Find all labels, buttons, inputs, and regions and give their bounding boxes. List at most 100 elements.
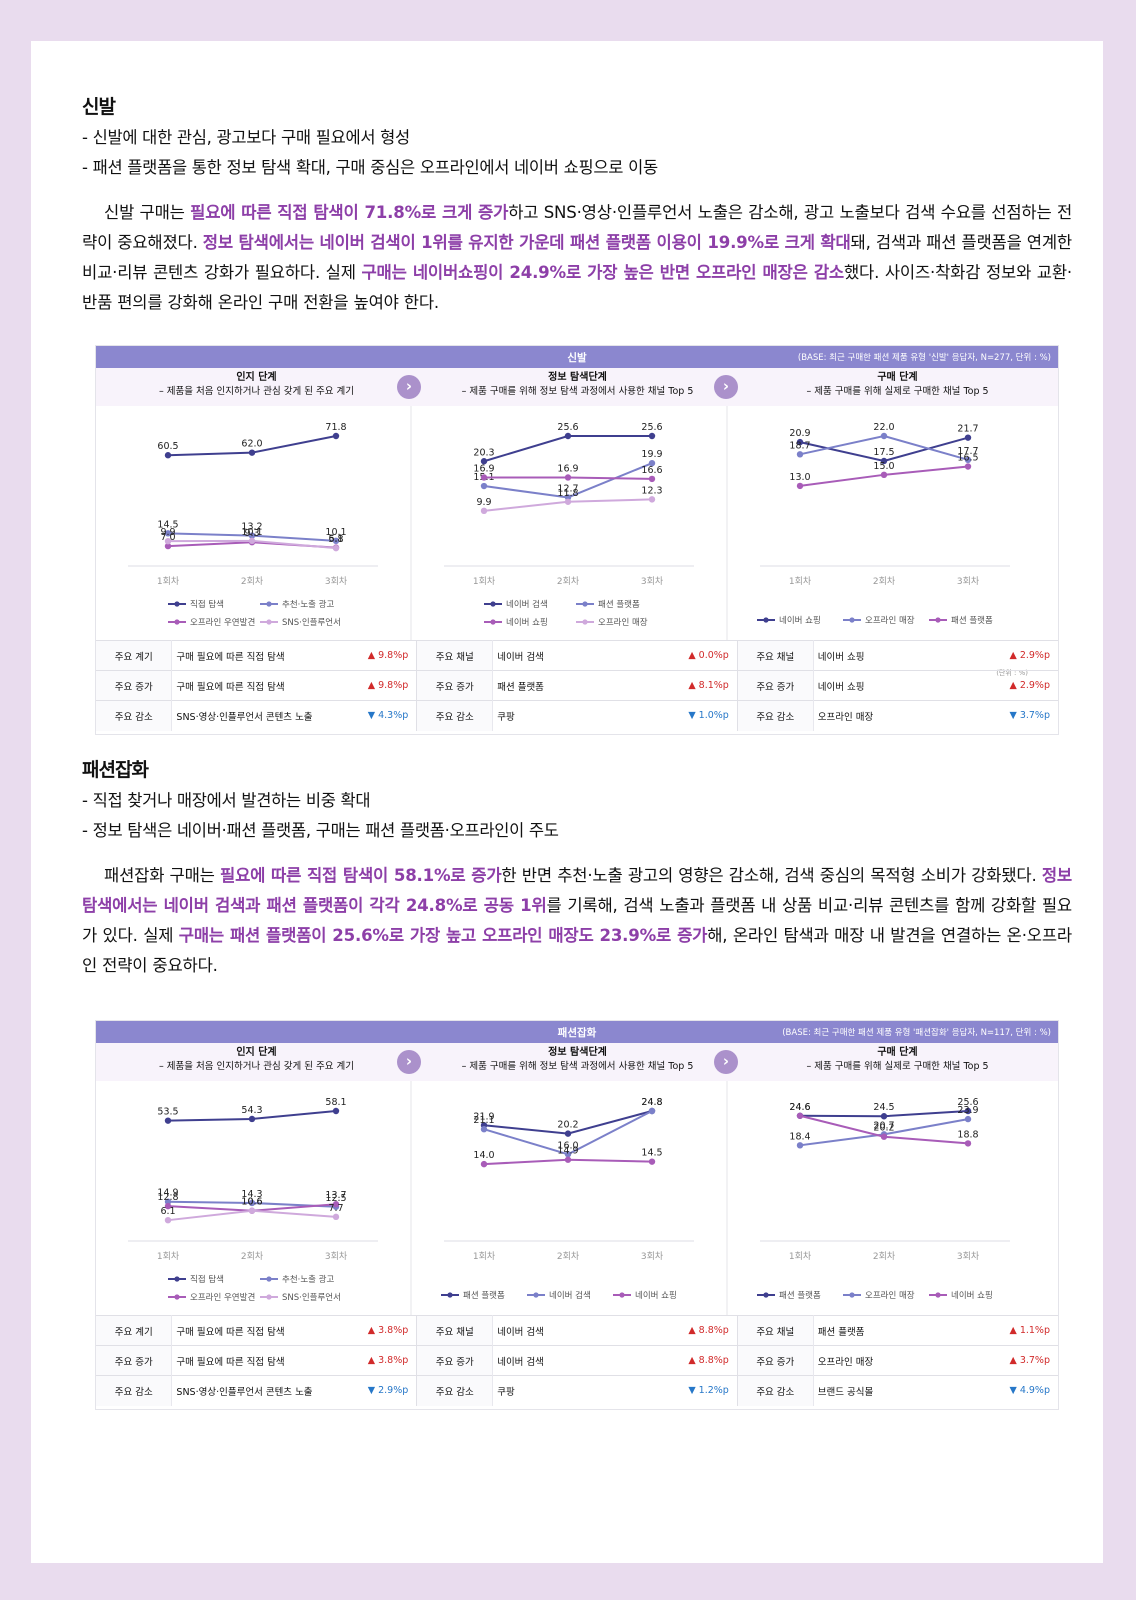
section-title-shoes: 신발 (82, 96, 116, 118)
data-label: 14.5 (641, 1148, 662, 1159)
data-label: 14.0 (473, 1150, 494, 1161)
change-value: ▼ 4.9%p (997, 1375, 1058, 1406)
table-row: 주요 증가 구매 필요에 따른 직접 탐색 ▲ 9.8%p 주요 증가 패션 플랫폼 ▲ … (96, 670, 1058, 701)
legend-label: 패션 플랫폼 (463, 1290, 505, 1301)
data-point (480, 1160, 488, 1168)
legend-label: 추천·노출 광고 (282, 1274, 335, 1285)
legend-label: 오프라인 매장 (865, 1290, 915, 1301)
data-label: 21.7 (957, 424, 978, 435)
data-point (964, 456, 972, 464)
data-point (796, 482, 804, 490)
bullet-2: - 정보 탐색은 네이버·패션 플랫폼, 구매는 패션 플랫폼·오프라인이 주도 (82, 821, 559, 840)
legend-marker (447, 1292, 453, 1298)
data-point (648, 1107, 656, 1115)
stage-title: 구매 단계 (877, 1047, 918, 1058)
row-key: 주요 계기 (96, 640, 173, 671)
data-point (164, 1202, 172, 1210)
row-key: 주요 감소 (737, 1375, 814, 1406)
row-key: 주요 감소 (416, 1375, 494, 1406)
data-label: 20.3 (473, 447, 494, 458)
data-point (648, 432, 656, 440)
legend-marker (174, 1276, 180, 1282)
body-text: 했다. 사이즈·착화감 정보와 교환·반품 편의를 강화해 온라인 구매 전환을… (82, 263, 1072, 312)
change-value: ▲ 9.8%p (356, 640, 418, 671)
x-tick-label: 3회차 (957, 575, 980, 587)
change-value: ▼ 2.9%p (356, 1375, 418, 1406)
stage-subtitle: – 제품을 처음 인지하거나 관심 갖게 된 주요 계기 (159, 386, 354, 397)
table-row: 주요 증가 구매 필요에 따른 직접 탐색 ▲ 3.8%p 주요 증가 네이버 검색 ▲ … (96, 1345, 1058, 1376)
paragraph-shoes: 신발 구매는 필요에 따른 직접 탐색이 71.8%로 크게 증가하고 SNS·… (82, 198, 1072, 318)
stage-title: 정보 탐색단계 (548, 372, 607, 383)
data-point (248, 532, 256, 539)
data-label: 58.1 (325, 1097, 346, 1108)
row-value: 패션 플랫폼 (492, 670, 678, 701)
chevron-right-icon: › (714, 375, 738, 399)
legend-label: 추천·노출 광고 (282, 599, 335, 610)
chevron-right-icon: › (397, 375, 421, 399)
highlight-text: 필요에 따른 직접 탐색이 71.8%로 크게 증가 (190, 203, 509, 222)
data-point (248, 1207, 256, 1214)
change-value: ▲ 3.8%p (356, 1345, 418, 1376)
data-label: 16.0 (557, 1140, 578, 1151)
data-label: 6.1 (160, 1206, 175, 1217)
x-tick-label: 2회차 (241, 1250, 264, 1262)
data-point (480, 482, 488, 490)
row-value: 오프라인 매장 (813, 1345, 998, 1376)
change-value: ▲ 3.8%p (356, 1315, 418, 1346)
data-label: 53.5 (157, 1107, 178, 1118)
stage-subtitle: – 제품을 처음 인지하거나 관심 갖게 된 주요 계기 (159, 1061, 354, 1072)
panel-base-note: (BASE: 최근 구매한 패션 제품 유형 '패션잡화' 응답자, N=117… (782, 1028, 1051, 1038)
data-label: 16.9 (557, 463, 578, 474)
data-label: 17.7 (957, 446, 978, 457)
row-key: 주요 채널 (737, 640, 814, 671)
data-point (564, 432, 572, 440)
x-tick-label: 3회차 (325, 1250, 348, 1262)
data-point (564, 474, 572, 481)
x-tick-label: 2회차 (873, 1250, 896, 1262)
x-tick-label: 1회차 (789, 575, 812, 587)
data-point (648, 1158, 656, 1165)
legend-label: 패션 플랫폼 (951, 615, 993, 626)
data-point (648, 496, 656, 503)
row-value: 쿠팡 (492, 1375, 678, 1406)
data-point (964, 463, 972, 470)
row-key: 주요 감소 (737, 700, 814, 731)
data-point (480, 507, 488, 515)
body-text: 하고 SNS·영상·인플루언서 노출은 감소해, 광고 노출보다 검색 수요를 … (82, 203, 1073, 252)
data-point (880, 471, 888, 479)
data-label: 25.6 (557, 422, 578, 433)
data-label: 23.9 (957, 1105, 978, 1116)
change-value: ▲ 8.8%p (677, 1315, 738, 1346)
row-value: 네이버 검색 (492, 1345, 678, 1376)
data-label: 18.4 (789, 1131, 810, 1142)
legend-label: 네이버 쇼핑 (779, 615, 821, 626)
data-label: 7.7 (328, 1203, 343, 1214)
data-point (796, 1112, 804, 1119)
panel-header: 패션잡화 (BASE: 최근 구매한 패션 제품 유형 '패션잡화' 응답자, … (96, 1021, 1058, 1043)
highlight-text: 정보 탐색에서는 네이버 검색과 패션 플랫폼이 각각 24.8%로 공동 1위 (82, 866, 1072, 915)
row-value: 패션 플랫폼 (813, 1315, 998, 1346)
legend-marker (490, 601, 496, 607)
stage-subtitle: – 제품 구매를 위해 정보 탐색 과정에서 사용한 채널 Top 5 (461, 386, 694, 397)
data-label: 20.9 (789, 428, 810, 439)
legend-label: 오프라인 매장 (865, 615, 915, 626)
row-value: 네이버 쇼핑 (813, 670, 998, 701)
data-label: 14.3 (241, 1189, 262, 1200)
data-label: 16.5 (957, 453, 978, 464)
x-tick-label: 1회차 (473, 1250, 496, 1262)
data-point (880, 1133, 888, 1140)
legend-marker (266, 1276, 272, 1282)
paragraph-accessories: 패션잡화 구매는 필요에 따른 직접 탐색이 58.1%로 증가한 반면 추천·… (82, 861, 1072, 981)
legend-marker (763, 1292, 769, 1298)
body-text: 돼, 검색과 패션 플랫폼을 연계한 비교·리뷰 콘텐츠 강화가 필요하다. 실… (82, 233, 1072, 282)
row-key: 주요 감소 (96, 700, 173, 731)
stage-title: 정보 탐색단계 (548, 1047, 607, 1058)
data-label: 18.8 (957, 1129, 978, 1140)
row-value: 구매 필요에 따른 직접 탐색 (171, 640, 357, 671)
data-point (964, 434, 972, 441)
data-point (880, 1113, 888, 1120)
change-value: ▼ 1.0%p (677, 700, 738, 731)
line-chart: 1회차2회차3회차20.325.625.615.112.719.916.916.… (410, 406, 694, 640)
data-label: 18.7 (789, 440, 810, 451)
